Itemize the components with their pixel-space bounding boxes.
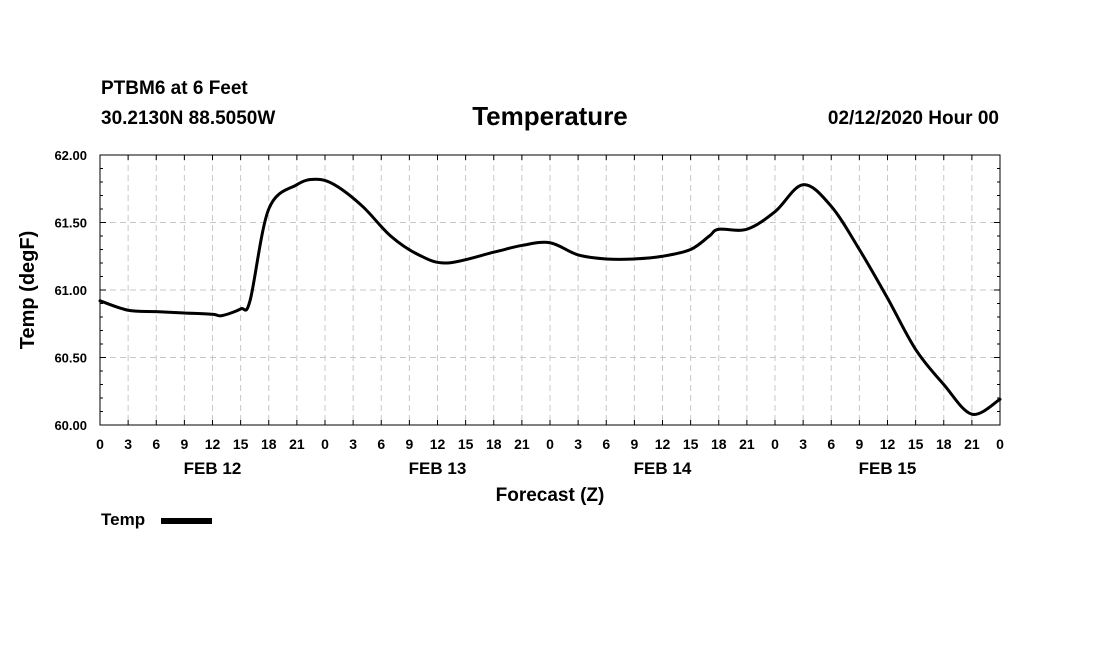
- coordinates-label: 30.2130N 88.5050W: [101, 108, 275, 129]
- x-tick-label: 9: [405, 436, 413, 452]
- x-tick-label: 15: [458, 436, 474, 452]
- x-tick-label: 12: [655, 436, 671, 452]
- x-tick-label: 9: [855, 436, 863, 452]
- x-tick-label: 18: [486, 436, 502, 452]
- x-tick-label: 6: [602, 436, 610, 452]
- x-tick-label: 18: [261, 436, 277, 452]
- forecast-datetime: 02/12/2020 Hour 00: [828, 108, 999, 129]
- day-label: FEB 14: [634, 459, 692, 478]
- x-tick-label: 6: [827, 436, 835, 452]
- x-tick-label: 3: [124, 436, 132, 452]
- x-tick-label: 3: [349, 436, 357, 452]
- x-tick-label: 12: [880, 436, 896, 452]
- y-tick-label: 60.50: [54, 351, 87, 366]
- legend: Temp: [101, 510, 212, 529]
- chart-title: Temperature: [472, 101, 628, 131]
- x-tick-label: 18: [711, 436, 727, 452]
- x-tick-label: 0: [546, 436, 554, 452]
- y-tick-label: 62.00: [54, 148, 87, 163]
- day-label: FEB 12: [184, 459, 242, 478]
- x-tick-label: 0: [771, 436, 779, 452]
- x-tick-label: 21: [514, 436, 530, 452]
- x-tick-label: 3: [574, 436, 582, 452]
- x-tick-label: 0: [996, 436, 1004, 452]
- day-label: FEB 15: [859, 459, 917, 478]
- plot-frame: [99, 154, 1001, 426]
- station-label: PTBM6 at 6 Feet: [101, 78, 248, 99]
- x-tick-label: 3: [799, 436, 807, 452]
- x-tick-label: 6: [377, 436, 385, 452]
- y-axis-title: Temp (degF): [17, 231, 39, 350]
- x-tick-label: 0: [321, 436, 329, 452]
- x-tick-label: 15: [683, 436, 699, 452]
- x-tick-label: 21: [964, 436, 980, 452]
- x-tick-label: 9: [630, 436, 638, 452]
- x-tick-label: 12: [430, 436, 446, 452]
- x-tick-label: 12: [205, 436, 221, 452]
- temp-series-line: [98, 177, 1002, 416]
- x-tick-label: 15: [908, 436, 924, 452]
- x-tick-label: 18: [936, 436, 952, 452]
- x-tick-label: 0: [96, 436, 104, 452]
- x-tick-label: 9: [180, 436, 188, 452]
- x-axis-title: Forecast (Z): [496, 485, 605, 506]
- y-tick-label: 61.50: [54, 216, 87, 231]
- y-tick-label: 61.00: [54, 283, 87, 298]
- x-tick-label: 6: [152, 436, 160, 452]
- day-label: FEB 13: [409, 459, 467, 478]
- x-tick-label: 15: [233, 436, 249, 452]
- x-tick-label: 21: [289, 436, 305, 452]
- plot-area: 0 3 6 9 12 15 18 21 0 3 6 9 12 15 18 21 0 3 6 9 12 15 18 21 0 3 6 9…: [54, 148, 1004, 478]
- y-tick-label: 60.00: [54, 418, 87, 433]
- x-tick-label: 21: [739, 436, 755, 452]
- legend-label: Temp: [101, 510, 145, 529]
